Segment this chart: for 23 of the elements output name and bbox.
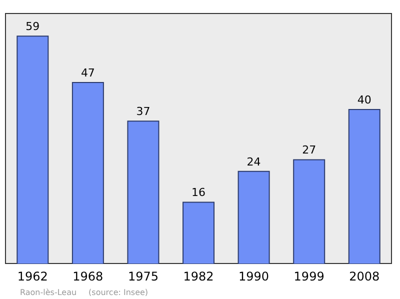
- bar: [293, 159, 326, 264]
- data-label: 24: [246, 155, 261, 168]
- text: (source: Insee): [88, 288, 148, 297]
- x-tick-label: 1975: [128, 270, 158, 284]
- data-label: 47: [80, 66, 95, 80]
- bar: [127, 120, 160, 264]
- x-tick-label: 1990: [238, 270, 270, 284]
- data-label: 16: [192, 186, 206, 200]
- bar: [182, 202, 215, 264]
- text: Raon-lès-Leau: [20, 288, 77, 297]
- bar: [16, 36, 49, 264]
- x-tick-label: 1982: [183, 270, 214, 284]
- x-tick-label: 1962: [17, 270, 48, 284]
- data-label: 40: [357, 94, 372, 107]
- bar: [238, 170, 270, 264]
- data-label: 37: [136, 105, 150, 118]
- x-tick-label: 2008: [349, 270, 380, 284]
- x-tick-label: 1999: [294, 270, 324, 284]
- x-tick-label: 1968: [72, 270, 104, 284]
- bar: [72, 82, 104, 264]
- data-label: 59: [26, 20, 40, 34]
- bar: [348, 109, 380, 264]
- data-label: 27: [302, 144, 316, 157]
